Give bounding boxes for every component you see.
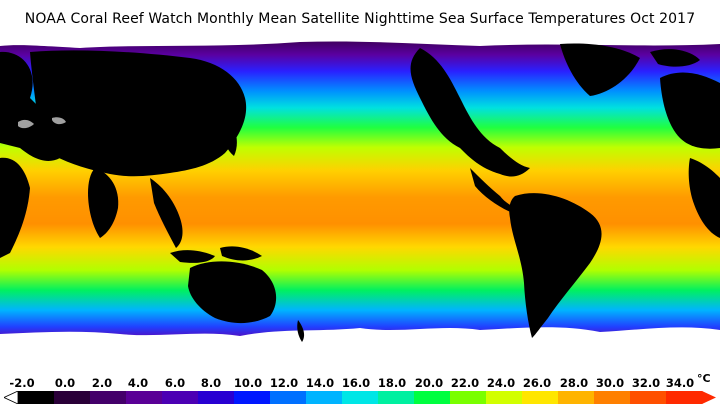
arctic-ice <box>0 38 720 48</box>
india <box>88 168 119 238</box>
colorbar-segment <box>414 391 451 404</box>
colorbar-tick-label: 34.0 <box>665 376 695 390</box>
japan <box>223 118 237 156</box>
asia <box>30 50 247 177</box>
colorbar-tick-label: 10.0 <box>233 376 263 390</box>
africa-east <box>688 158 720 238</box>
colorbar-tick-label: -2.0 <box>9 376 35 390</box>
colorbar-tick-label: 0.0 <box>54 376 76 390</box>
sst-map <box>0 38 720 370</box>
colorbar-tick-label: 6.0 <box>164 376 186 390</box>
colorbar-tick-label: 26.0 <box>522 376 552 390</box>
colorbar-segment <box>90 391 127 404</box>
colorbar-segment <box>198 391 235 404</box>
new-guinea <box>220 246 262 261</box>
colorbar-segment <box>342 391 379 404</box>
colorbar-tick-label: 30.0 <box>595 376 625 390</box>
australia <box>188 261 277 324</box>
colorbar-low-arrow <box>4 391 19 404</box>
colorbar-tick-label: 20.0 <box>414 376 444 390</box>
colorbar-segment <box>18 391 55 404</box>
colorbar-segment <box>486 391 523 404</box>
colorbar-tick-label: 2.0 <box>91 376 113 390</box>
colorbar-segment <box>522 391 559 404</box>
colorbar-tick-label: 22.0 <box>450 376 480 390</box>
colorbar-unit: °C <box>697 372 711 385</box>
southeast-asia <box>150 178 183 248</box>
colorbar-segment <box>594 391 631 404</box>
colorbar-segment <box>306 391 343 404</box>
scandinavia <box>650 49 700 67</box>
colorbar-segment <box>126 391 163 404</box>
colorbar-segment <box>666 391 703 404</box>
south-america <box>509 193 602 338</box>
greenland <box>560 43 640 96</box>
africa <box>0 157 30 258</box>
colorbar-tick-label: 14.0 <box>305 376 335 390</box>
colorbar-segment <box>558 391 595 404</box>
colorbar-tick-label: 8.0 <box>200 376 222 390</box>
colorbar-labels: -2.0 0.0 2.0 4.0 6.0 8.0 10.0 12.0 14.0 … <box>0 372 720 390</box>
new-zealand <box>297 320 305 342</box>
colorbar-tick-label: 12.0 <box>269 376 299 390</box>
north-america-east <box>410 48 530 177</box>
antarctica <box>0 327 720 370</box>
colorbar-high-arrow <box>702 391 716 404</box>
colorbar-tick-label: 16.0 <box>341 376 371 390</box>
colorbar-segment <box>234 391 271 404</box>
colorbar-tick-label: 4.0 <box>127 376 149 390</box>
colorbar-tick-label: 24.0 <box>486 376 516 390</box>
indonesia <box>170 250 215 263</box>
colorbar-segment <box>54 391 91 404</box>
colorbar-tick-label: 32.0 <box>631 376 661 390</box>
great-lakes <box>18 119 34 129</box>
colorbar-segment <box>630 391 667 404</box>
map-title: NOAA Coral Reef Watch Monthly Mean Satel… <box>24 11 696 27</box>
colorbar-segment <box>162 391 199 404</box>
colorbar-tick-label: 18.0 <box>377 376 407 390</box>
lake-hudson <box>52 117 66 125</box>
lakes <box>18 117 66 129</box>
colorbar-segment <box>450 391 487 404</box>
land <box>0 43 720 342</box>
colorbar <box>4 391 716 404</box>
colorbar-tick-label: 28.0 <box>559 376 589 390</box>
colorbar-segment <box>378 391 415 404</box>
europe <box>660 72 720 149</box>
colorbar-segment <box>270 391 307 404</box>
